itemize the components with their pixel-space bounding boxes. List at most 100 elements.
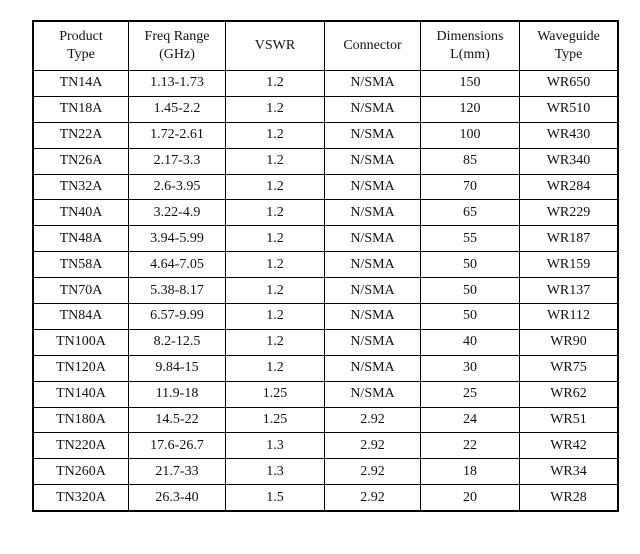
table-cell: TN140A xyxy=(32,380,129,408)
table-row: TN84A 6.57-9.99 1.2 N/SMA 50 WR112 xyxy=(32,303,619,330)
table-cell: WR159 xyxy=(519,251,619,279)
table-cell: 120 xyxy=(420,95,520,123)
table-cell: 1.3 xyxy=(225,458,325,486)
header-text: VSWR xyxy=(254,38,296,53)
table-cell: TN22A xyxy=(32,121,129,149)
table-cell: 65 xyxy=(420,199,520,227)
table-cell: 50 xyxy=(420,277,520,305)
table-cell: WR90 xyxy=(519,328,619,356)
table-cell: TN120A xyxy=(32,354,129,382)
table-row: TN120A 9.84-15 1.2 N/SMA 30 WR75 xyxy=(32,354,619,382)
table-cell: N/SMA xyxy=(324,121,421,149)
table-cell: TN14A xyxy=(32,70,129,97)
header-text: Dimensions xyxy=(436,29,504,44)
table-cell: WR137 xyxy=(519,277,619,305)
table-cell: WR112 xyxy=(519,303,619,330)
table-cell: 1.25 xyxy=(225,406,325,434)
table-cell: TN84A xyxy=(32,303,129,330)
table-cell: 1.2 xyxy=(225,70,325,97)
spec-table: Product Type Freq Range (GHz) VSWR Connector D… xyxy=(32,20,619,513)
table-cell: 3.94-5.99 xyxy=(128,225,226,253)
table-cell: 1.25 xyxy=(225,380,325,408)
header-text: Product xyxy=(59,29,103,44)
table-cell: 150 xyxy=(420,70,520,97)
table-cell: 1.2 xyxy=(225,121,325,149)
table-cell: 1.3 xyxy=(225,432,325,460)
table-cell: N/SMA xyxy=(324,70,421,97)
table-cell: 26.3-40 xyxy=(128,484,226,512)
table-row: TN48A 3.94-5.99 1.2 N/SMA 55 WR187 xyxy=(32,225,619,253)
table-row: TN260A 21.7-33 1.3 2.92 18 WR34 xyxy=(32,458,619,486)
table-cell: WR42 xyxy=(519,432,619,460)
header-text: L(mm) xyxy=(450,47,490,62)
table-cell: N/SMA xyxy=(324,277,421,305)
table-cell: 1.2 xyxy=(225,251,325,279)
table-row: TN58A 4.64-7.05 1.2 N/SMA 50 WR159 xyxy=(32,251,619,279)
table-row: TN320A 26.3-40 1.5 2.92 20 WR28 xyxy=(32,484,619,512)
table-cell: WR187 xyxy=(519,225,619,253)
table-cell: 50 xyxy=(420,251,520,279)
table-cell: N/SMA xyxy=(324,95,421,123)
table-cell: 11.9-18 xyxy=(128,380,226,408)
table-cell: 1.5 xyxy=(225,484,325,512)
header-cell: Freq Range (GHz) xyxy=(128,20,226,71)
table-cell: WR51 xyxy=(519,406,619,434)
header-text: Type xyxy=(67,47,95,62)
table-cell: 9.84-15 xyxy=(128,354,226,382)
header-cell: VSWR xyxy=(225,20,325,71)
table-cell: 18 xyxy=(420,458,520,486)
table-cell: TN26A xyxy=(32,147,129,175)
table-cell: 21.7-33 xyxy=(128,458,226,486)
table-cell: 50 xyxy=(420,303,520,330)
table-cell: WR430 xyxy=(519,121,619,149)
table-cell: 1.2 xyxy=(225,95,325,123)
header-text: Connector xyxy=(343,38,402,53)
header-row: Product Type Freq Range (GHz) VSWR Connector D… xyxy=(32,20,619,71)
table-cell: 1.2 xyxy=(225,303,325,330)
table-cell: 70 xyxy=(420,173,520,201)
table-cell: 2.92 xyxy=(324,458,421,486)
table-cell: N/SMA xyxy=(324,251,421,279)
table-body: TN14A 1.13-1.73 1.2 N/SMA 150 WR650 TN18A 1.45-… xyxy=(32,70,619,512)
table-cell: 1.45-2.2 xyxy=(128,95,226,123)
table-row: TN32A 2.6-3.95 1.2 N/SMA 70 WR284 xyxy=(32,173,619,201)
header-cell: Product Type xyxy=(32,20,129,71)
table-row: TN180A 14.5-22 1.25 2.92 24 WR51 xyxy=(32,406,619,434)
table-cell: 1.2 xyxy=(225,225,325,253)
table-row: TN22A 1.72-2.61 1.2 N/SMA 100 WR430 xyxy=(32,121,619,149)
table-cell: 22 xyxy=(420,432,520,460)
table-cell: TN220A xyxy=(32,432,129,460)
table-cell: TN48A xyxy=(32,225,129,253)
table-row: TN26A 2.17-3.3 1.2 N/SMA 85 WR340 xyxy=(32,147,619,175)
table-cell: WR75 xyxy=(519,354,619,382)
table-cell: WR28 xyxy=(519,484,619,512)
table-cell: 17.6-26.7 xyxy=(128,432,226,460)
table-cell: N/SMA xyxy=(324,303,421,330)
table-row: TN100A 8.2-12.5 1.2 N/SMA 40 WR90 xyxy=(32,328,619,356)
table-cell: TN40A xyxy=(32,199,129,227)
table-cell: 20 xyxy=(420,484,520,512)
header-text: Freq Range xyxy=(144,29,210,44)
table-cell: N/SMA xyxy=(324,147,421,175)
header-cell: Dimensions L(mm) xyxy=(420,20,520,71)
header-cell: Connector xyxy=(324,20,421,71)
table-cell: TN320A xyxy=(32,484,129,512)
table-cell: 1.2 xyxy=(225,354,325,382)
table-cell: TN100A xyxy=(32,328,129,356)
table-cell: 1.2 xyxy=(225,147,325,175)
table-cell: 2.6-3.95 xyxy=(128,173,226,201)
table-cell: TN58A xyxy=(32,251,129,279)
table-cell: WR284 xyxy=(519,173,619,201)
table-cell: WR510 xyxy=(519,95,619,123)
table-cell: 2.92 xyxy=(324,432,421,460)
table-row: TN40A 3.22-4.9 1.2 N/SMA 65 WR229 xyxy=(32,199,619,227)
table-cell: 1.72-2.61 xyxy=(128,121,226,149)
table-wrap: Product Type Freq Range (GHz) VSWR Connector D… xyxy=(32,20,619,513)
table-cell: N/SMA xyxy=(324,354,421,382)
table-cell: N/SMA xyxy=(324,380,421,408)
table-cell: TN180A xyxy=(32,406,129,434)
table-cell: WR340 xyxy=(519,147,619,175)
table-cell: 14.5-22 xyxy=(128,406,226,434)
header-text: (GHz) xyxy=(159,47,195,62)
